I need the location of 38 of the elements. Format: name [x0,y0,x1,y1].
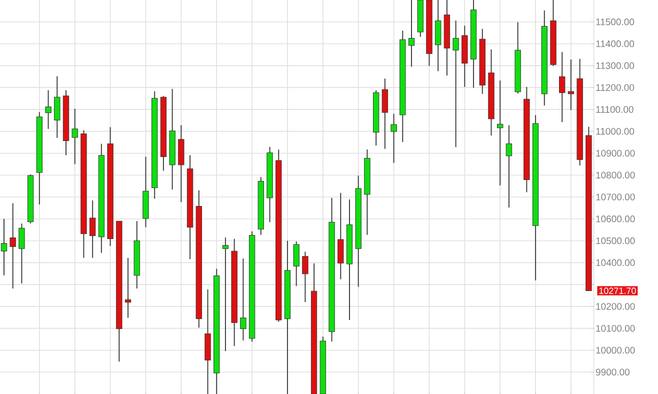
y-tick-label: 11400.00 [596,40,634,48]
candlestick [497,80,504,186]
candlestick [408,0,415,68]
y-tick-label: 11000.00 [596,128,634,135]
y-tick-label: 10600.00 [596,216,635,222]
candlestick [54,76,60,138]
y-tick-label: 11200.00 [596,84,634,91]
candlestick [0,218,8,276]
candlestick [18,222,25,284]
y-tick-label: 9900.00 [596,368,630,376]
y-tick-label: 10500.00 [596,237,635,244]
candlestick [506,124,512,208]
candlestick [452,20,459,148]
candlestick [568,59,574,111]
y-tick-label: 11100.00 [596,106,634,113]
candlestick [302,251,308,303]
y-tick-label: 10700.00 [596,194,635,200]
y-tick-label: 11500.00 [596,18,634,26]
candlestick [124,257,132,318]
candlestick [10,202,16,289]
candlestick [293,240,300,287]
y-tick-label: 10800.00 [596,172,635,178]
candlestick [222,236,229,352]
candlestick [240,258,246,341]
candlestick [390,113,397,164]
candlestick [382,78,388,150]
text: 10271.70 [599,288,636,294]
y-tick-label: 10400.00 [596,259,635,266]
candlestick [45,90,52,130]
candlestick [89,200,96,258]
y-tick-label: 10200.00 [596,303,635,310]
y-tick-label: 11300.00 [596,62,634,70]
y-tick-label: 10000.00 [596,346,635,354]
y-tick-label: 10100.00 [596,324,635,332]
y-tick-label: 10900.00 [596,150,635,157]
candlestick [72,108,78,165]
candlestick [559,52,566,123]
candlestick [338,192,344,280]
